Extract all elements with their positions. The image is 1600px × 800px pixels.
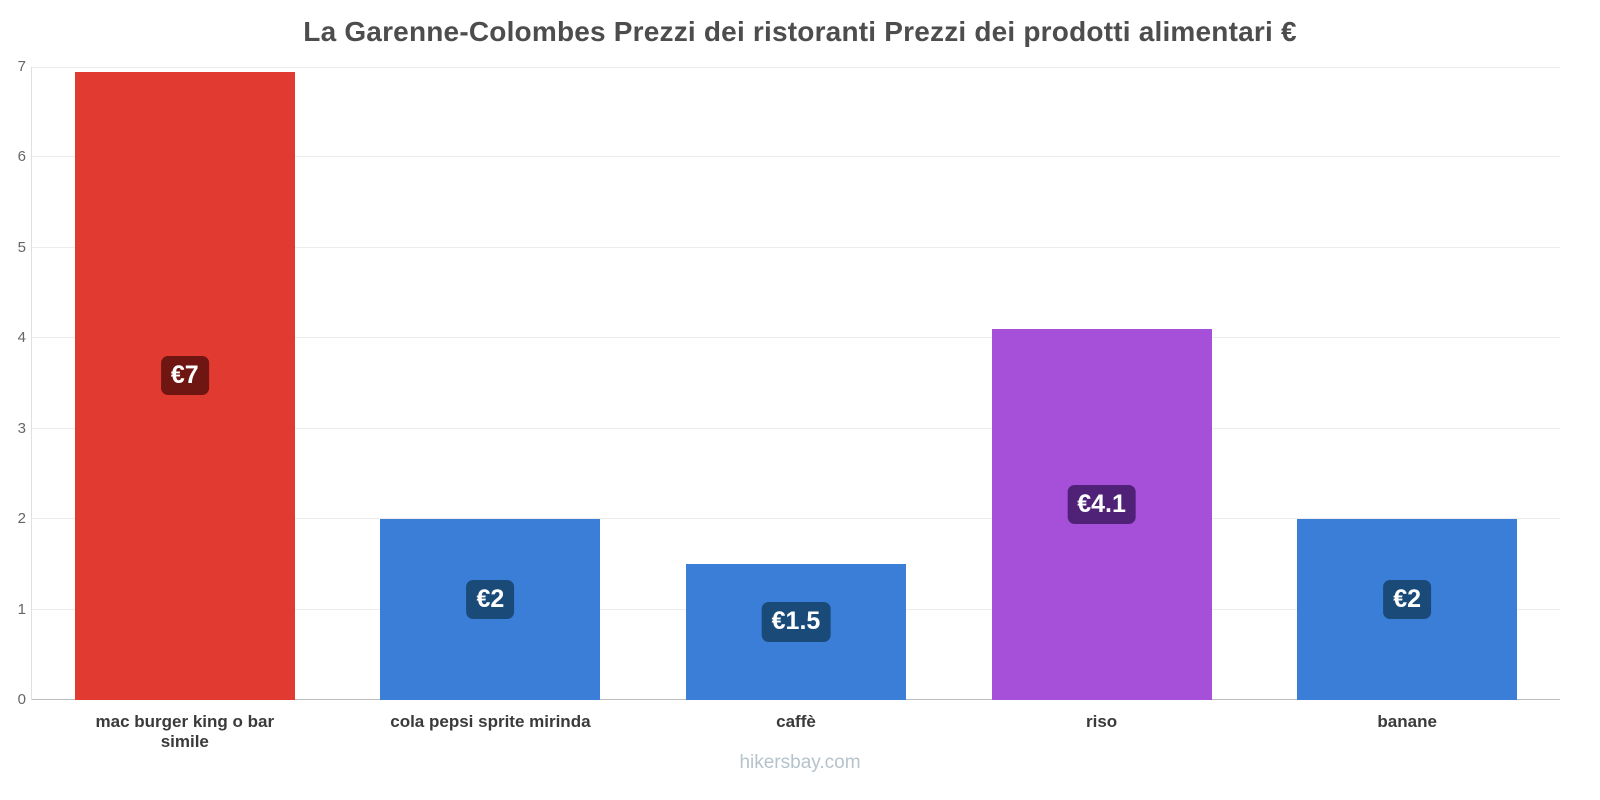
- gridline-5: [32, 246, 1560, 248]
- x-tick-label: banane: [1377, 712, 1437, 731]
- bar-group-banane: €2: [1297, 67, 1518, 700]
- y-tick-label: 3: [17, 419, 26, 437]
- x-tick-label: riso: [1085, 712, 1118, 731]
- bar-value-label: €2: [1383, 579, 1432, 620]
- bar-banane[interactable]: €2: [1297, 519, 1518, 700]
- bar-cola[interactable]: €2: [380, 519, 601, 700]
- y-tick-label: 6: [17, 148, 26, 166]
- y-tick-label: 1: [17, 600, 26, 618]
- bars-layer: €7 €2 €1.5 €4.1 €2: [32, 67, 1560, 700]
- bar-group-mac-burger: €7: [74, 67, 295, 700]
- y-tick-label: 5: [17, 238, 26, 256]
- plot-area: 7 6 5 4 3 2 1 0 €7 €2 €1.5: [18, 58, 1560, 708]
- bar-mac-burger[interactable]: €7: [74, 71, 295, 700]
- gridline-2: [32, 518, 1560, 520]
- bar-group-riso: €4.1: [991, 67, 1212, 700]
- bar-value-label: €2: [466, 579, 515, 620]
- y-tick-label: 0: [17, 691, 26, 708]
- gridline-3: [32, 427, 1560, 429]
- gridline-4: [32, 337, 1560, 339]
- bar-group-cola: €2: [380, 67, 601, 700]
- bar-value-label: €7: [160, 355, 209, 396]
- x-tick-label: mac burger king o bar simile: [95, 712, 275, 751]
- x-tick-label: caffè: [776, 712, 816, 731]
- y-tick-label: 2: [17, 510, 26, 528]
- bar-group-caffe: €1.5: [685, 67, 906, 700]
- watermark-hikersbay: hikersbay.com: [739, 752, 861, 773]
- y-tick-label: 7: [17, 58, 26, 75]
- bar-value-label: €1.5: [761, 602, 831, 642]
- bar-riso[interactable]: €4.1: [991, 329, 1212, 700]
- x-axis-labels: mac burger king o bar simile cola pepsi …: [32, 712, 1560, 752]
- chart-title: La Garenne-Colombes Prezzi dei ristorant…: [303, 16, 1297, 47]
- y-axis-line: [31, 67, 32, 700]
- y-tick-label: 4: [17, 329, 26, 347]
- bar-value-label: €4.1: [1067, 484, 1136, 525]
- bar-caffe[interactable]: €1.5: [685, 564, 906, 700]
- gridline-6: [32, 156, 1560, 158]
- x-tick-label: cola pepsi sprite mirinda: [390, 712, 591, 731]
- gridline-7: [32, 67, 1560, 68]
